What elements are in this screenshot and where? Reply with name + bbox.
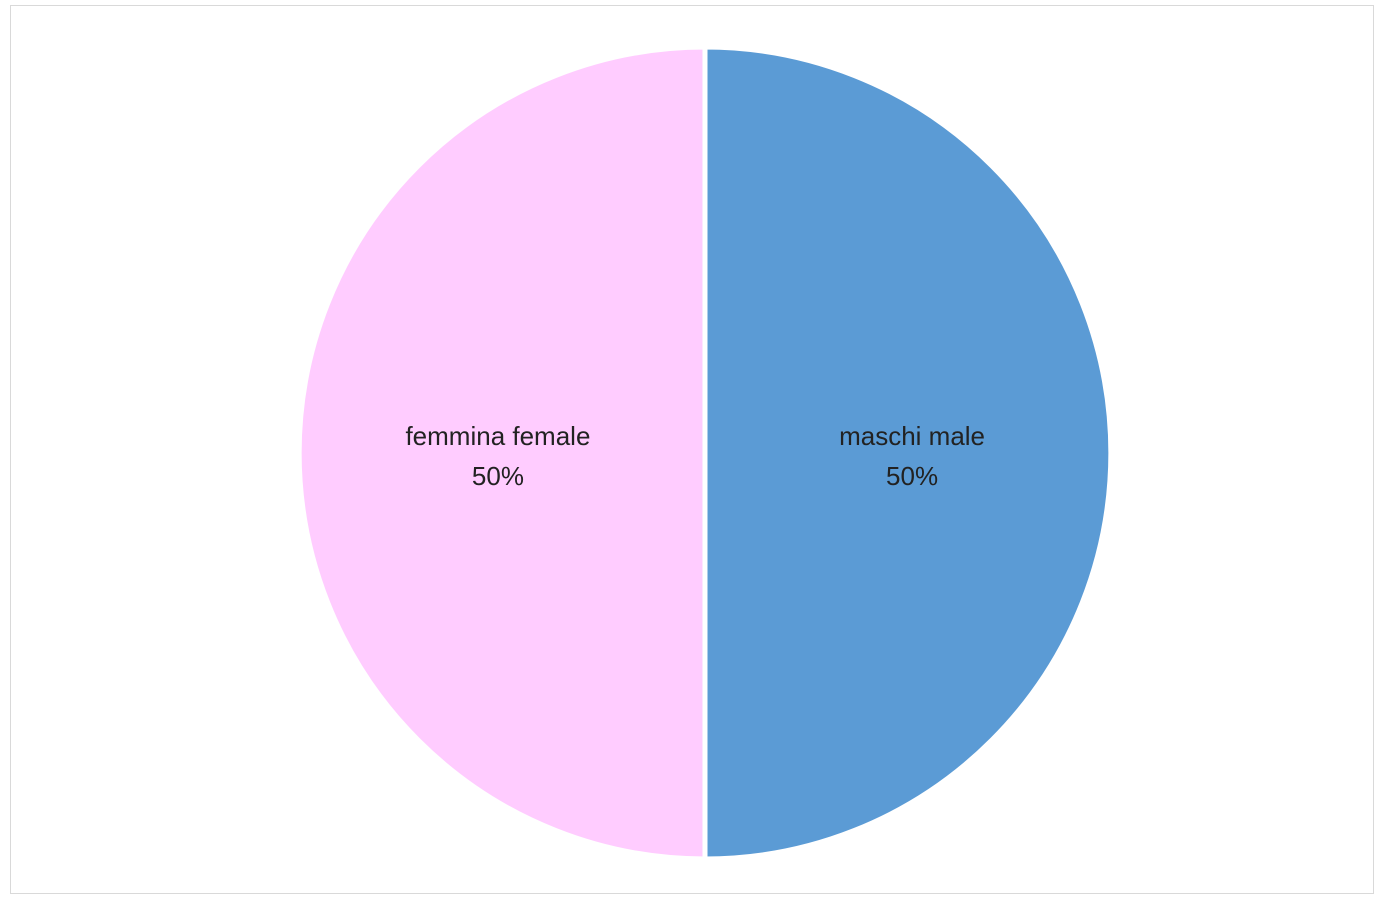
slice-label-value-2: 50%	[472, 461, 524, 491]
slice-label-value-1: 50%	[886, 461, 938, 491]
pie-slices	[296, 44, 1114, 862]
slice-label-name-2: femmina female	[405, 421, 590, 451]
pie-slice-2	[296, 44, 708, 862]
slice-label-name-1: maschi male	[839, 421, 985, 451]
pie-slice-1	[702, 44, 1114, 862]
pie-labels: maschi male 50% femmina female 50%	[405, 421, 985, 491]
